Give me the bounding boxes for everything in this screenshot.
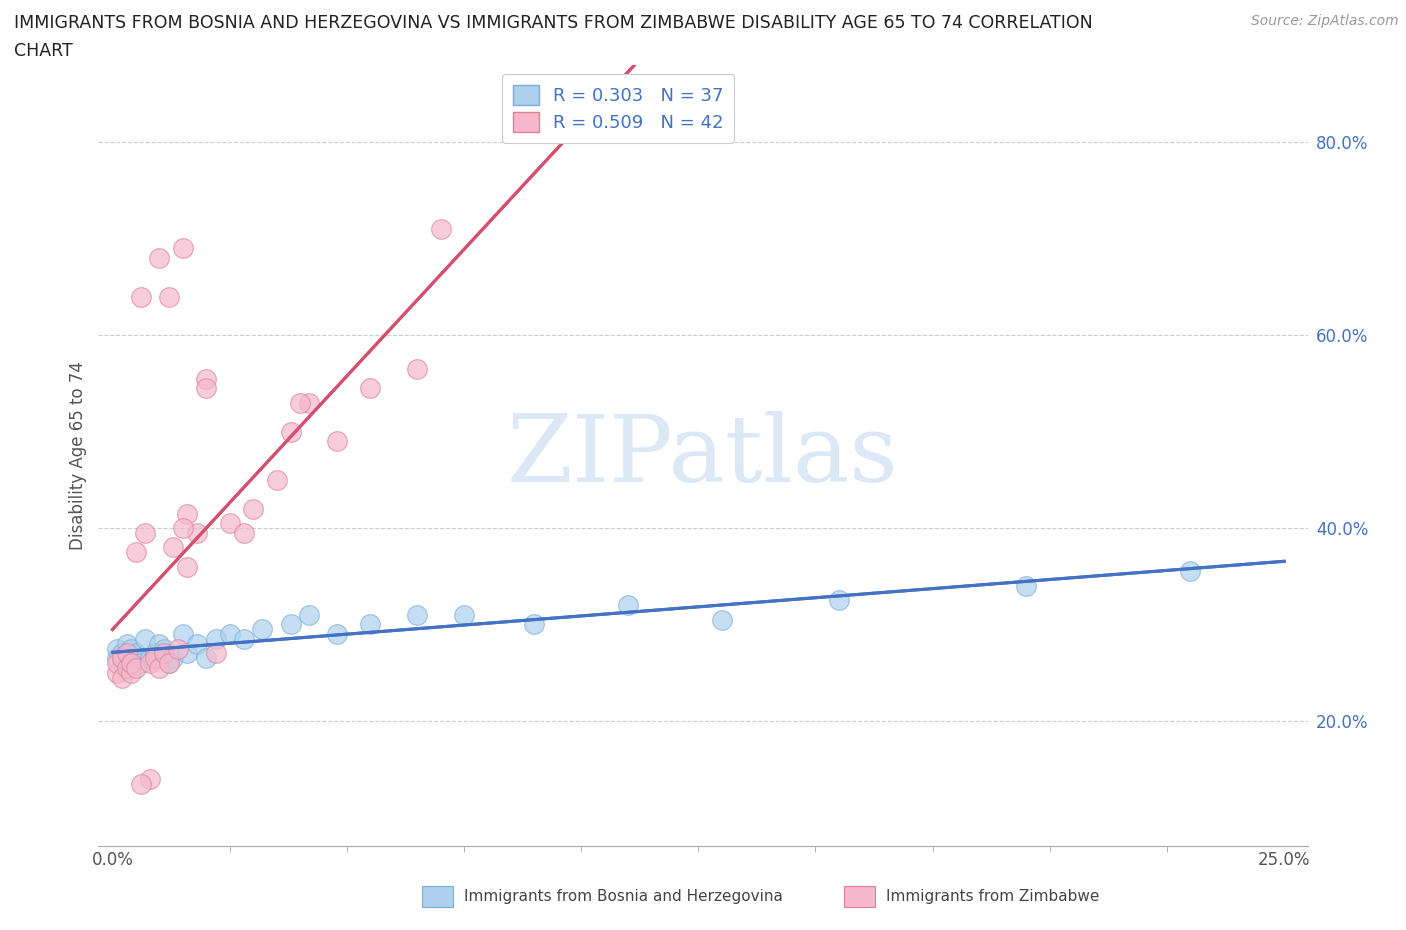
Point [105, 651, 128, 666]
Point [252, 622, 274, 637]
Point [280, 424, 302, 439]
Point [120, 656, 142, 671]
Point [172, 241, 194, 256]
Point [157, 289, 180, 304]
Point [157, 656, 180, 671]
Point [143, 646, 166, 661]
Point [125, 646, 148, 661]
Point [186, 525, 208, 540]
Point [1180, 564, 1202, 578]
Point [139, 656, 162, 671]
Text: Immigrants from Zimbabwe: Immigrants from Zimbabwe [886, 889, 1099, 904]
Point [105, 665, 128, 680]
Text: CHART: CHART [14, 42, 73, 60]
Point [195, 371, 218, 386]
Point [280, 617, 302, 631]
Point [157, 656, 180, 671]
Text: ZIPatlas: ZIPatlas [508, 411, 898, 500]
Point [176, 506, 198, 521]
Point [710, 612, 733, 627]
Point [326, 627, 349, 642]
Point [115, 636, 138, 651]
Text: IMMIGRANTS FROM BOSNIA AND HERZEGOVINA VS IMMIGRANTS FROM ZIMBABWE DISABILITY AG: IMMIGRANTS FROM BOSNIA AND HERZEGOVINA V… [14, 14, 1092, 32]
Point [162, 651, 184, 666]
Point [218, 627, 240, 642]
Point [115, 660, 138, 675]
Point [204, 631, 226, 646]
Point [406, 362, 429, 377]
Point [148, 660, 170, 675]
Point [129, 289, 152, 304]
Text: Source: ZipAtlas.com: Source: ZipAtlas.com [1251, 14, 1399, 28]
Point [359, 617, 381, 631]
Point [162, 540, 184, 555]
Point [111, 656, 134, 671]
Point [429, 221, 451, 236]
Point [406, 607, 429, 622]
Point [176, 646, 198, 661]
Point [120, 665, 142, 680]
Point [139, 651, 162, 666]
Point [148, 250, 170, 265]
Point [242, 501, 264, 516]
Point [105, 656, 128, 671]
Point [195, 651, 218, 666]
Point [298, 395, 321, 410]
Point [266, 472, 288, 487]
Point [134, 525, 156, 540]
Text: Immigrants from Bosnia and Herzegovina: Immigrants from Bosnia and Herzegovina [464, 889, 783, 904]
Point [134, 631, 156, 646]
Point [153, 646, 176, 661]
Point [232, 525, 254, 540]
Point [186, 636, 208, 651]
Point [359, 380, 381, 395]
Point [129, 656, 152, 671]
Legend: R = 0.303   N = 37, R = 0.509   N = 42: R = 0.303 N = 37, R = 0.509 N = 42 [502, 74, 734, 143]
Point [617, 598, 640, 613]
Point [1015, 578, 1038, 593]
Point [167, 641, 190, 656]
Point [120, 651, 142, 666]
Point [172, 521, 194, 536]
Point [111, 646, 134, 661]
Point [111, 651, 134, 666]
Point [120, 641, 142, 656]
Point [326, 433, 349, 448]
Point [125, 660, 148, 675]
Point [172, 627, 194, 642]
Point [153, 641, 176, 656]
Point [232, 631, 254, 646]
Point [453, 607, 475, 622]
Point [115, 660, 138, 675]
Point [828, 593, 851, 608]
Point [115, 646, 138, 661]
Point [298, 607, 321, 622]
Point [129, 777, 152, 791]
Point [143, 651, 166, 666]
Point [523, 617, 546, 631]
Point [139, 771, 162, 786]
Point [125, 545, 148, 560]
Point [105, 641, 128, 656]
Point [204, 646, 226, 661]
Point [195, 380, 218, 395]
Y-axis label: Disability Age 65 to 74: Disability Age 65 to 74 [69, 361, 87, 551]
Point [288, 395, 311, 410]
Point [111, 671, 134, 685]
Point [148, 636, 170, 651]
Point [218, 516, 240, 531]
Point [176, 559, 198, 574]
